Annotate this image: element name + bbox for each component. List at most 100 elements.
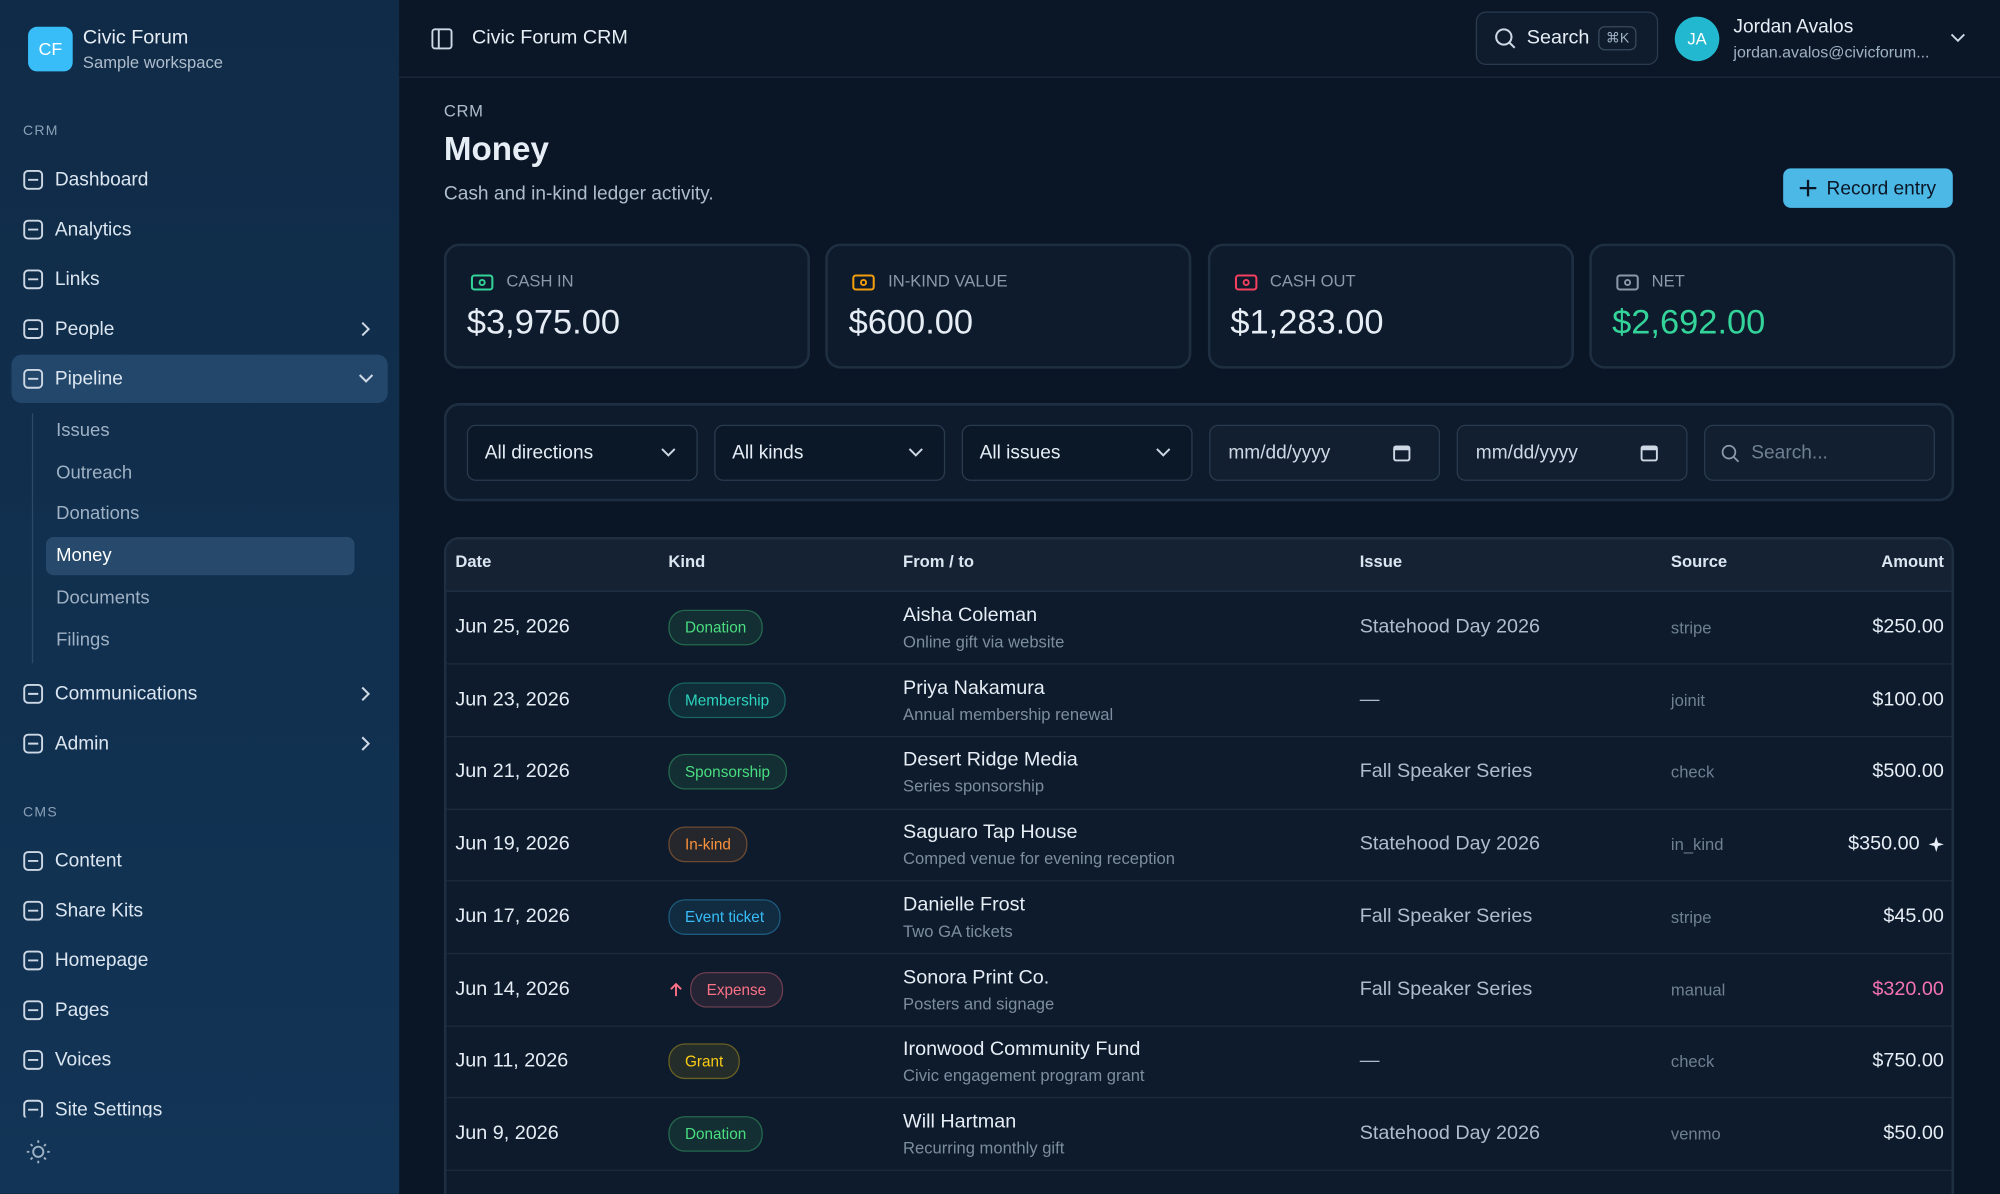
cell-amount: $350.00 bbox=[1848, 833, 1920, 855]
workspace-logo: CF bbox=[28, 26, 73, 72]
nav-icon bbox=[23, 368, 44, 389]
cell-note: Annual membership renewal bbox=[903, 704, 1114, 724]
avatar[interactable]: JA bbox=[1674, 16, 1720, 62]
cell-issue: Fall Speaker Series bbox=[1359, 760, 1533, 783]
cell-issue: — bbox=[1359, 688, 1380, 711]
sub-nav-item[interactable]: Filings bbox=[56, 629, 110, 650]
nav-item[interactable]: Voices bbox=[54, 1048, 112, 1071]
cell-date: Jun 21, 2026 bbox=[455, 760, 570, 783]
cell-amount: $100.00 bbox=[1872, 688, 1944, 711]
cell-amount: $750.00 bbox=[1872, 1049, 1944, 1072]
search-icon bbox=[1495, 28, 1516, 49]
stat-icon bbox=[1616, 274, 1639, 291]
record-entry-button[interactable]: Record entry bbox=[1783, 168, 1953, 208]
cell-date: Jun 9, 2026 bbox=[455, 1122, 559, 1144]
sub-nav-highlight bbox=[45, 537, 355, 576]
stat-label: NET bbox=[1651, 271, 1685, 291]
row-divider bbox=[446, 1169, 1952, 1172]
section-label: CRM bbox=[22, 123, 59, 140]
stat-value: $1,283.00 bbox=[1230, 302, 1384, 342]
cell-note: Series sponsorship bbox=[903, 776, 1045, 796]
calendar-icon bbox=[1640, 445, 1658, 462]
date-placeholder: mm/dd/yyyy bbox=[1475, 441, 1578, 464]
search-button[interactable]: Search ⌘K bbox=[1475, 11, 1659, 66]
column-header: Date bbox=[455, 551, 492, 571]
kind-badge: Membership bbox=[668, 681, 786, 718]
app-title: Civic Forum CRM bbox=[471, 26, 628, 49]
section-label: CMS bbox=[22, 804, 58, 820]
stat-icon bbox=[852, 274, 876, 291]
nav-item[interactable]: Content bbox=[54, 849, 122, 872]
stat-value: $600.00 bbox=[848, 302, 974, 342]
cell-date: Jun 25, 2026 bbox=[455, 616, 570, 638]
user-name: Jordan Avalos bbox=[1733, 15, 1854, 38]
search-input[interactable]: Search... bbox=[1704, 424, 1935, 481]
cell-amount: $500.00 bbox=[1872, 760, 1944, 783]
workspace-name: Civic Forum bbox=[82, 26, 189, 49]
cell-name: Aisha Coleman bbox=[903, 604, 1038, 627]
row-divider bbox=[446, 1025, 1952, 1027]
nav-icon bbox=[23, 169, 44, 190]
cell-amount: $50.00 bbox=[1883, 1122, 1944, 1144]
cell-note: Two GA tickets bbox=[903, 921, 1013, 941]
filter-select[interactable]: All issues bbox=[961, 424, 1193, 481]
kind-badge: Grant bbox=[668, 1043, 740, 1080]
nav-item[interactable]: Homepage bbox=[54, 948, 149, 971]
cell-amount: $250.00 bbox=[1872, 616, 1944, 638]
cell-date: Jun 23, 2026 bbox=[455, 688, 570, 711]
cell-source: stripe bbox=[1670, 617, 1712, 638]
nav-item[interactable]: Share Kits bbox=[54, 899, 144, 921]
cell-issue: Fall Speaker Series bbox=[1359, 977, 1533, 1000]
filter-select[interactable]: All directions bbox=[466, 424, 698, 481]
cell-source: stripe bbox=[1670, 907, 1712, 927]
cell-note: Online gift via website bbox=[903, 632, 1065, 652]
nav-highlight bbox=[11, 354, 388, 404]
nav-item[interactable]: Admin bbox=[54, 732, 110, 754]
row-divider bbox=[446, 735, 1952, 738]
workspace-subtitle: Sample workspace bbox=[82, 52, 223, 73]
stat-card: NET $2,692.00 bbox=[1589, 243, 1956, 369]
date-input[interactable]: mm/dd/yyyy bbox=[1209, 424, 1441, 481]
cell-issue: — bbox=[1359, 1049, 1380, 1072]
calendar-icon bbox=[1393, 445, 1411, 462]
theme-toggle[interactable] bbox=[26, 1139, 52, 1165]
row-divider bbox=[446, 952, 1952, 955]
nav-item[interactable]: Dashboard bbox=[54, 169, 149, 191]
sidebar-toggle[interactable] bbox=[431, 28, 453, 50]
search-icon bbox=[1721, 444, 1740, 463]
user-menu-chevron[interactable] bbox=[1950, 32, 1965, 45]
stat-card: CASH IN $3,975.00 bbox=[443, 243, 810, 369]
cell-name: Saguaro Tap House bbox=[903, 821, 1078, 844]
shortcut: ⌘K bbox=[1598, 26, 1637, 51]
nav-item[interactable]: Pipeline bbox=[54, 367, 123, 390]
sub-nav-item[interactable]: Donations bbox=[56, 504, 140, 525]
cell-issue: Fall Speaker Series bbox=[1359, 905, 1533, 928]
cell-date: Jun 17, 2026 bbox=[455, 905, 570, 928]
cell-source: venmo bbox=[1670, 1124, 1721, 1144]
nav-item[interactable]: People bbox=[54, 318, 115, 340]
date-input[interactable]: mm/dd/yyyy bbox=[1456, 424, 1688, 481]
filter-select[interactable]: All kinds bbox=[714, 424, 946, 481]
nav-icon bbox=[23, 850, 44, 871]
nav-item[interactable]: Communications bbox=[54, 682, 198, 705]
stat-label: IN-KIND VALUE bbox=[888, 271, 1008, 291]
page-subtitle: Cash and in-kind ledger activity. bbox=[443, 183, 714, 205]
row-divider bbox=[446, 663, 1952, 665]
sub-nav-item[interactable]: Documents bbox=[56, 587, 150, 609]
filter-select-label: All directions bbox=[484, 441, 594, 464]
column-header: Source bbox=[1670, 551, 1728, 571]
sub-nav-item[interactable]: Money bbox=[56, 546, 112, 567]
column-header: From / to bbox=[903, 551, 974, 571]
nav-item[interactable]: Analytics bbox=[54, 218, 132, 241]
nav-item[interactable]: Links bbox=[54, 268, 100, 291]
sub-nav-item[interactable]: Outreach bbox=[56, 462, 133, 484]
nav-item[interactable]: Pages bbox=[54, 998, 110, 1021]
stat-card: CASH OUT $1,283.00 bbox=[1207, 243, 1574, 369]
nav-item[interactable]: Site Settings bbox=[54, 1098, 163, 1118]
date-placeholder: mm/dd/yyyy bbox=[1228, 441, 1331, 464]
kind-badge: Expense bbox=[690, 971, 783, 1008]
breadcrumb: CRM bbox=[443, 101, 484, 121]
filter-select-label: All kinds bbox=[732, 441, 804, 464]
sub-nav-item[interactable]: Issues bbox=[56, 420, 110, 442]
